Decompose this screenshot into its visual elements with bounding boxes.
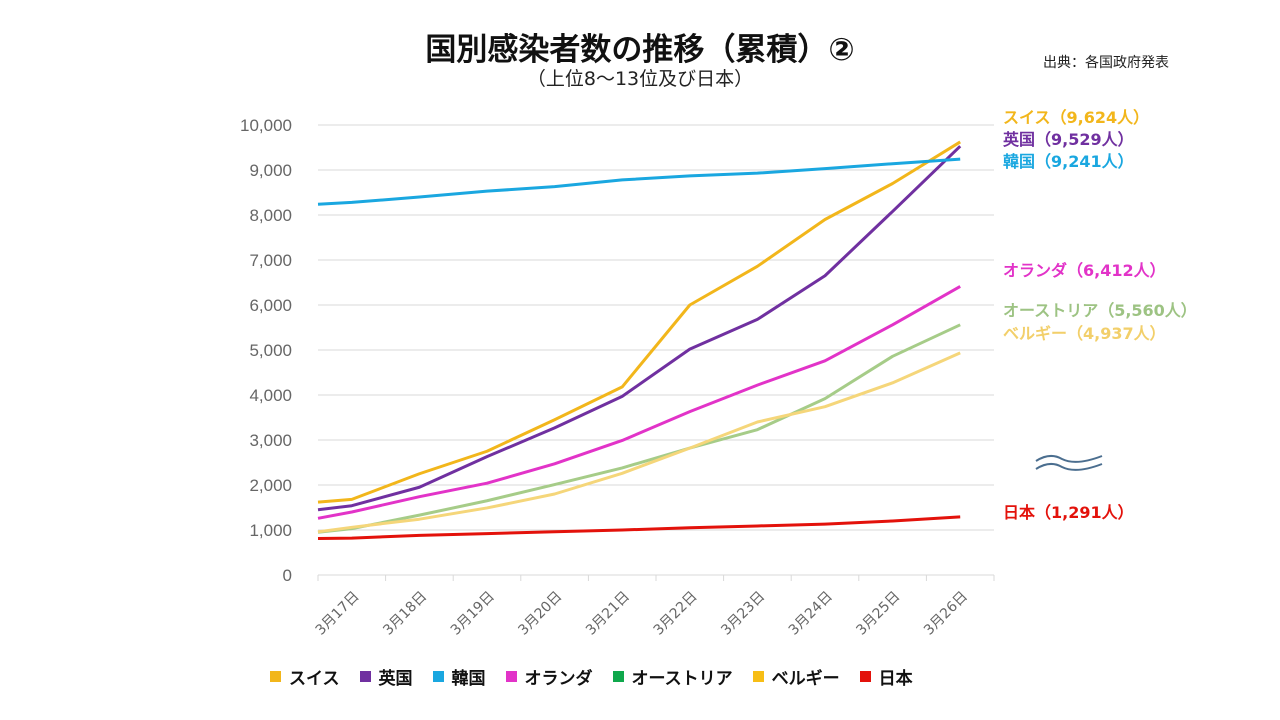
legend-label: オランダ	[524, 669, 593, 689]
legend-item: ベルギー	[752, 664, 840, 689]
legend-swatch-icon	[752, 671, 764, 682]
x-tick-label: 3月17日	[313, 589, 363, 639]
chart-legend: スイス 英国 韓国 オランダ オーストリア ベルギー 日本	[270, 664, 933, 689]
legend-swatch-icon	[612, 671, 624, 682]
legend-label: 英国	[378, 669, 413, 689]
x-tick-label: 3月20日	[515, 589, 565, 639]
end-label: ベルギー（4,937人）	[1003, 324, 1166, 343]
end-label: 英国（9,529人）	[1002, 130, 1134, 149]
legend-label: オーストリア	[631, 669, 733, 689]
x-tick-label: 3月22日	[651, 589, 701, 639]
x-tick-label: 3月26日	[921, 589, 971, 639]
end-label: 日本（1,291人）	[1003, 503, 1134, 522]
legend-swatch-icon	[270, 671, 281, 682]
x-tick-label: 3月23日	[718, 589, 768, 639]
legend-item: 英国	[359, 664, 413, 689]
legend-label: ベルギー	[771, 669, 840, 689]
x-tick-label: 3月21日	[583, 589, 633, 639]
legend-swatch-icon	[505, 671, 517, 682]
series-line-オランダ	[317, 285, 961, 520]
y-tick-label: 5,000	[249, 341, 292, 360]
y-tick-label: 7,000	[249, 251, 292, 270]
legend-label: スイス	[289, 669, 340, 689]
series-line-英国	[317, 145, 962, 512]
legend-item: オランダ	[505, 664, 593, 689]
chart-title: 国別感染者数の推移（累積）②	[425, 32, 855, 68]
end-label: オランダ（6,412人）	[1003, 261, 1166, 280]
legend-item: 韓国	[432, 664, 486, 689]
end-label: オーストリア（5,560人）	[1003, 301, 1197, 320]
axis-break-wave-icon	[1035, 463, 1103, 471]
y-tick-label: 4,000	[249, 386, 292, 405]
x-tick-label: 3月18日	[380, 589, 430, 639]
x-tick-label: 3月19日	[448, 589, 498, 639]
y-tick-label: 1,000	[249, 521, 292, 540]
y-tick-label: 3,000	[249, 431, 292, 450]
y-tick-label: 0	[283, 566, 292, 585]
chart-subtitle: （上位8～13位及び日本）	[526, 68, 754, 90]
y-tick-label: 8,000	[249, 206, 292, 225]
y-tick-label: 2,000	[249, 476, 292, 495]
end-label: スイス（9,624人）	[1003, 108, 1149, 127]
legend-swatch-icon	[859, 671, 871, 682]
y-tick-label: 9,000	[249, 161, 292, 180]
axis-break-wave-icon	[1035, 455, 1103, 463]
legend-item: 日本	[859, 664, 913, 689]
end-label: 韓国（9,241人）	[1003, 152, 1134, 171]
series-line-オーストリア	[317, 323, 961, 534]
series-line-ベルギー	[317, 351, 961, 534]
legend-label: 韓国	[451, 669, 486, 689]
x-tick-label: 3月24日	[786, 589, 836, 639]
legend-swatch-icon	[359, 671, 371, 682]
source-note: 出典：各国政府発表	[1043, 55, 1169, 71]
legend-label: 日本	[878, 669, 913, 689]
y-tick-label: 6,000	[249, 296, 292, 315]
y-tick-label: 10,000	[240, 116, 292, 135]
legend-item: オーストリア	[612, 664, 733, 689]
legend-item: スイス	[270, 664, 340, 689]
legend-swatch-icon	[432, 671, 444, 682]
x-tick-label: 3月25日	[853, 589, 903, 639]
